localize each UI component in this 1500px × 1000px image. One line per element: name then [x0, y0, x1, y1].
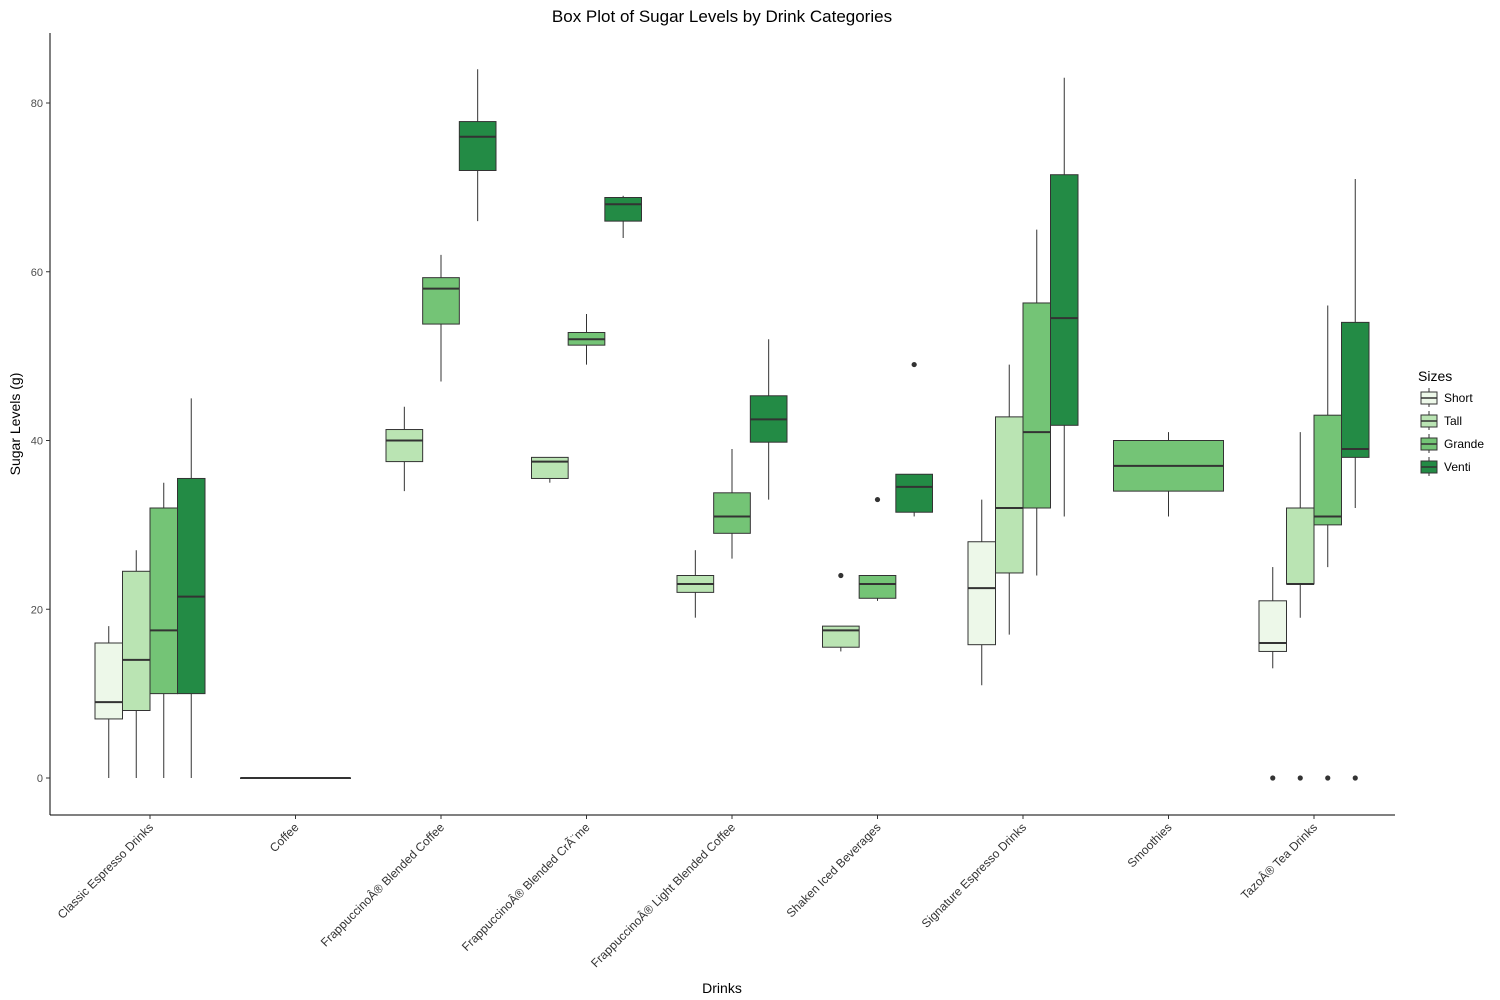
- box-tall: [1287, 432, 1315, 781]
- outlier-point: [838, 573, 843, 578]
- box-tall: [996, 365, 1024, 635]
- box-short: [95, 626, 123, 778]
- legend-item-venti: Venti: [1421, 457, 1471, 476]
- box-venti: [605, 196, 642, 238]
- box-body: [150, 508, 178, 694]
- legend: Sizes Short Tall Grande Venti: [1418, 368, 1484, 476]
- box-body: [1023, 303, 1051, 508]
- box-body: [996, 417, 1024, 573]
- box-body: [1051, 175, 1079, 426]
- y-tick-label: 60: [31, 267, 43, 279]
- box-body: [1287, 508, 1315, 584]
- outlier-point: [1298, 775, 1303, 780]
- box-grande: [423, 255, 460, 382]
- outlier-point: [1270, 775, 1275, 780]
- legend-label: Venti: [1444, 460, 1471, 474]
- x-axis-ticks: Classic Espresso Drinks Coffee Frappuccino…: [55, 815, 1320, 970]
- box-short: [241, 778, 351, 779]
- x-tick-label: Smoothies: [1125, 820, 1175, 870]
- x-tick-label: Coffee: [267, 820, 302, 855]
- box-group: [532, 196, 642, 483]
- box-grande: [568, 314, 605, 365]
- box-group: [823, 362, 933, 651]
- legend-label: Grande: [1444, 437, 1484, 451]
- legend-item-tall: Tall: [1421, 411, 1462, 430]
- x-tick-label: FrappuccinoÂ® Blended CrÃ¨me: [458, 819, 593, 954]
- box-short: [968, 500, 996, 686]
- box-body: [823, 626, 860, 647]
- box-body: [968, 542, 996, 645]
- box-short: [1259, 567, 1287, 781]
- box-body: [459, 122, 496, 171]
- box-group: [1259, 179, 1369, 781]
- legend-item-grande: Grande: [1421, 434, 1484, 453]
- box-body: [1314, 415, 1342, 525]
- box-grande: [859, 497, 896, 601]
- outlier-point: [875, 497, 880, 502]
- box-body: [859, 576, 896, 599]
- x-axis-title: Drinks: [702, 980, 742, 996]
- box-tall: [123, 550, 151, 778]
- box-grande: [1023, 230, 1051, 576]
- box-tall: [532, 457, 569, 482]
- box-tall: [823, 573, 860, 652]
- chart-title: Box Plot of Sugar Levels by Drink Catego…: [552, 7, 892, 26]
- box-tall: [386, 407, 423, 491]
- box-body: [95, 643, 123, 719]
- box-body: [896, 474, 933, 512]
- box-venti: [896, 362, 933, 516]
- box-group: [241, 778, 351, 779]
- box-group: [968, 78, 1078, 686]
- x-tick-label: Classic Espresso Drinks: [55, 820, 156, 921]
- y-tick-label: 0: [37, 773, 43, 785]
- box-grande: [1314, 306, 1342, 781]
- outlier-point: [1353, 775, 1358, 780]
- plot-area: [95, 69, 1369, 780]
- box-venti: [750, 339, 787, 499]
- box-body: [386, 430, 423, 462]
- box-body: [714, 493, 751, 534]
- legend-item-short: Short: [1421, 388, 1473, 407]
- outlier-point: [1325, 775, 1330, 780]
- box-grande: [150, 483, 178, 778]
- box-group: [677, 339, 787, 617]
- box-grande: [714, 449, 751, 559]
- x-tick-label: FrappuccinoÂ® Light Blended Coffee: [587, 819, 738, 970]
- box-group: [1114, 432, 1224, 516]
- legend-label: Short: [1444, 391, 1473, 405]
- box-body: [123, 571, 151, 710]
- box-venti: [1342, 179, 1370, 781]
- y-tick-label: 80: [31, 98, 43, 110]
- box-group: [95, 398, 205, 778]
- x-tick-label: Shaken Iced Beverages: [784, 820, 884, 920]
- y-axis-ticks: 0 20 40 60 80: [31, 98, 50, 785]
- box-venti: [459, 69, 496, 221]
- box-grande: [1114, 432, 1224, 516]
- legend-label: Tall: [1444, 414, 1462, 428]
- box-body: [423, 278, 460, 324]
- box-body: [178, 478, 206, 693]
- y-axis-title: Sugar Levels (g): [7, 373, 23, 476]
- x-tick-label: FrappuccinoÂ® Blended Coffee: [317, 819, 447, 949]
- box-body: [1342, 322, 1370, 457]
- box-venti: [1051, 78, 1079, 517]
- x-tick-label: Signature Espresso Drinks: [919, 820, 1029, 930]
- y-tick-label: 40: [31, 436, 43, 448]
- box-group: [386, 69, 496, 491]
- box-body: [605, 198, 642, 222]
- box-venti: [178, 398, 206, 778]
- y-tick-label: 20: [31, 604, 43, 616]
- legend-title: Sizes: [1418, 368, 1452, 384]
- box-body: [532, 457, 569, 478]
- box-tall: [677, 550, 714, 618]
- x-tick-label: TazoÂ® Tea Drinks: [1237, 820, 1320, 903]
- outlier-point: [912, 362, 917, 367]
